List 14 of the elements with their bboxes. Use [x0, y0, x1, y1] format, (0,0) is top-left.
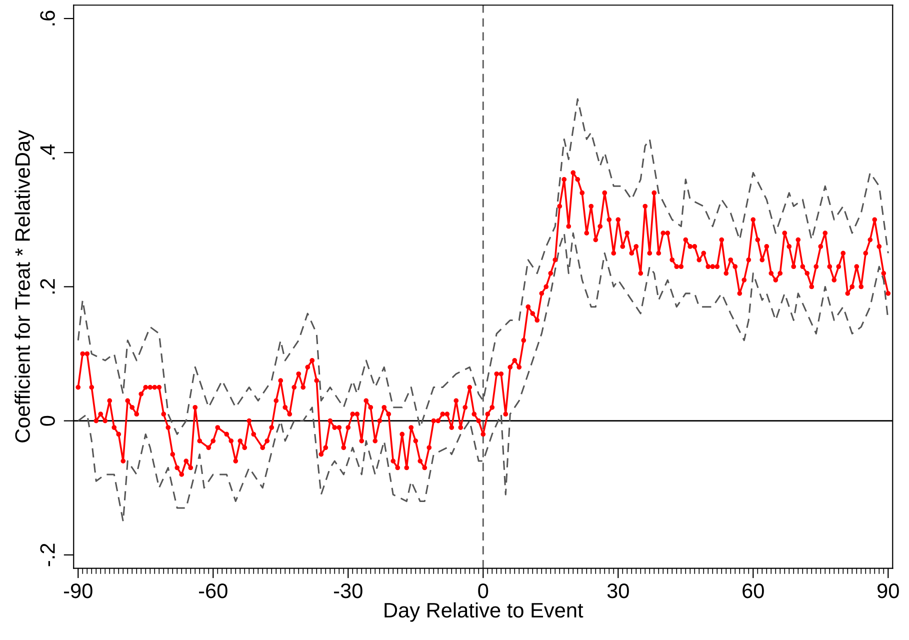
x-tick-label: 0 [478, 583, 488, 598]
y-tick-label: .2 [40, 279, 55, 294]
x-tick-label: -60 [199, 583, 228, 598]
y-tick-label: .6 [40, 10, 55, 26]
x-tick-label: -90 [64, 583, 92, 598]
x-tick-label: 90 [878, 583, 899, 598]
x-tick-label: -30 [334, 583, 362, 598]
x-tick-label: 30 [607, 583, 629, 598]
y-axis-title: Coefficient for Treat * RelativeDay [14, 130, 34, 442]
x-axis-title: Day Relative to Event [384, 602, 584, 622]
y-tick-label: 0 [40, 416, 55, 426]
x-tick-label: 60 [742, 583, 764, 598]
y-tick-label: -.2 [40, 544, 55, 566]
y-tick-label: .4 [40, 144, 55, 160]
